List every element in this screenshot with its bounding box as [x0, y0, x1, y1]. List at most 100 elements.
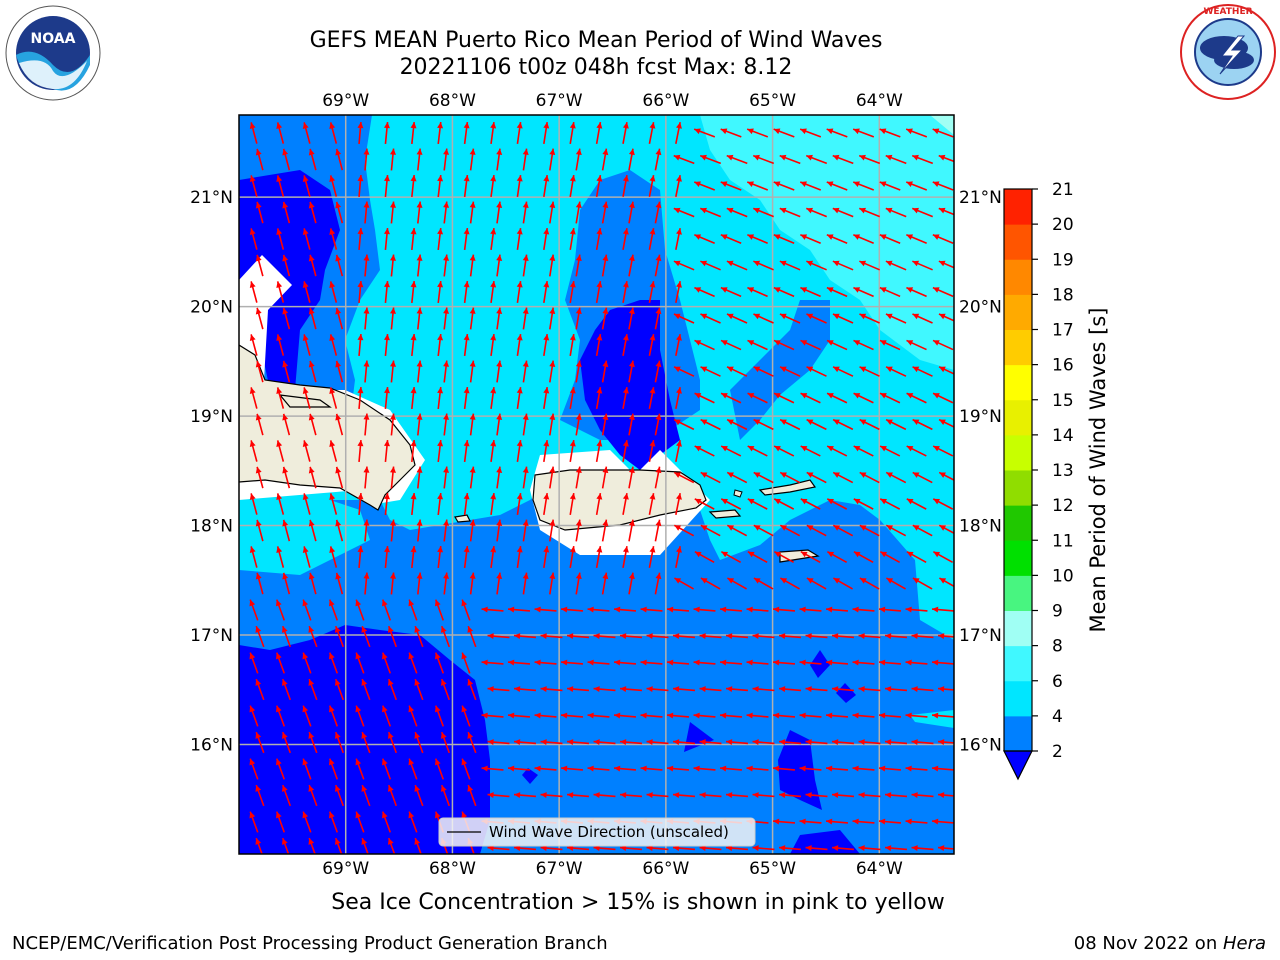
wave-direction-arrow: [469, 254, 476, 277]
wave-direction-arrow: [249, 811, 259, 833]
footer-date: 08 Nov 2022 on Hera: [1074, 933, 1266, 954]
wave-direction-arrow: [905, 606, 928, 613]
wave-direction-arrow: [628, 148, 635, 171]
wave-direction-arrow: [282, 254, 291, 277]
wave-direction-arrow: [308, 837, 316, 854]
wave-direction-arrow: [507, 659, 531, 666]
wave-direction-arrow: [282, 413, 291, 436]
wave-direction-arrow: [720, 286, 742, 298]
wave-direction-arrow: [700, 577, 721, 590]
wave-direction-arrow: [575, 148, 582, 171]
wave-direction-arrow: [575, 519, 582, 542]
wave-direction-arrow: [640, 712, 663, 719]
wave-direction-arrow: [276, 122, 285, 144]
wave-direction-arrow: [700, 260, 721, 271]
wave-direction-arrow: [879, 550, 901, 564]
wave-direction-arrow: [727, 577, 747, 590]
wave-direction-arrow: [566, 845, 590, 852]
map-legend: Wind Wave Direction (unscaled): [438, 817, 756, 847]
wave-direction-arrow: [383, 386, 390, 410]
wave-direction-arrow: [357, 545, 364, 569]
wave-direction-arrow: [249, 493, 258, 515]
wave-direction-arrow: [833, 577, 853, 590]
wave-direction-arrow: [302, 705, 312, 727]
wave-direction-arrow: [534, 606, 557, 613]
wave-direction-arrow: [700, 366, 721, 377]
wave-direction-arrow: [302, 493, 311, 515]
wave-direction-arrow: [937, 739, 954, 746]
colorbar-tick-label: 13: [1052, 461, 1074, 481]
wave-direction-arrow: [443, 413, 450, 436]
wave-direction-arrow: [906, 445, 927, 457]
wave-direction-arrow: [779, 471, 801, 484]
wave-direction-arrow: [363, 148, 370, 171]
wave-direction-arrow: [463, 545, 470, 569]
wave-direction-arrow: [487, 686, 510, 693]
wave-direction-arrow: [416, 148, 423, 171]
wave-direction-arrow: [878, 765, 902, 772]
wave-direction-arrow: [675, 387, 682, 409]
wave-direction-arrow: [490, 492, 497, 516]
wave-direction-arrow: [806, 524, 827, 537]
wave-direction-arrow: [587, 606, 610, 613]
colorbar-tick-label: 17: [1052, 321, 1074, 341]
wave-direction-arrow: [805, 207, 828, 218]
wave-direction-arrow: [434, 758, 445, 780]
wave-direction-arrow: [673, 524, 695, 537]
wave-direction-arrow: [752, 792, 775, 799]
wave-direction-arrow: [276, 281, 285, 303]
wave-direction-arrow: [490, 333, 497, 357]
wave-direction-arrow: [905, 181, 928, 191]
wave-direction-arrow: [361, 625, 371, 648]
wave-direction-arrow: [440, 731, 451, 754]
wave-direction-arrow: [885, 418, 907, 431]
wave-direction-arrow: [383, 545, 390, 569]
wave-direction-arrow: [335, 572, 344, 595]
colorbar-bin: [1004, 399, 1032, 436]
wave-direction-arrow: [513, 792, 537, 799]
wave-direction-arrow: [859, 418, 880, 431]
wave-direction-arrow: [912, 577, 933, 590]
colorbar-bin: [1004, 610, 1032, 647]
lon-tick-label-bottom: 68°W: [429, 859, 476, 879]
wave-direction-arrow: [693, 181, 716, 191]
lon-tick-label-bottom: 65°W: [749, 859, 796, 879]
wave-direction-arrow: [666, 765, 690, 772]
wave-direction-arrow: [726, 207, 748, 218]
wave-direction-arrow: [302, 228, 311, 250]
wave-direction-arrow: [469, 148, 476, 171]
wave-direction-arrow: [516, 386, 523, 410]
wave-direction-arrow: [490, 121, 497, 145]
wave-direction-arrow: [725, 845, 749, 852]
wave-direction-arrow: [779, 313, 801, 324]
wave-direction-arrow: [640, 765, 663, 772]
wave-direction-arrow: [487, 633, 510, 640]
wave-direction-arrow: [569, 228, 576, 250]
wave-direction-arrow: [719, 606, 743, 613]
colorbar-bin: [1004, 715, 1032, 752]
wave-direction-arrow: [490, 545, 497, 569]
wave-direction-arrow: [575, 201, 582, 224]
wave-direction-arrow: [255, 466, 264, 489]
wave-direction-arrow: [381, 758, 392, 780]
wave-direction-arrow: [654, 572, 662, 595]
wave-direction-arrow: [469, 307, 476, 330]
wave-direction-arrow: [937, 686, 954, 693]
wave-direction-arrow: [543, 440, 550, 462]
wave-direction-arrow: [779, 154, 801, 165]
wave-direction-arrow: [328, 705, 339, 727]
wave-direction-arrow: [613, 659, 637, 666]
wave-direction-arrow: [852, 181, 875, 191]
wave-direction-arrow: [329, 334, 338, 356]
wave-direction-arrow: [622, 546, 629, 568]
wave-direction-arrow: [938, 418, 954, 428]
wave-direction-arrow: [799, 128, 822, 138]
wave-direction-arrow: [832, 207, 854, 218]
wave-direction-arrow: [437, 121, 444, 145]
wave-direction-arrow: [622, 228, 629, 250]
wave-direction-arrow: [654, 307, 662, 330]
wave-direction-arrow: [469, 572, 476, 595]
wave-direction-arrow: [675, 493, 682, 515]
wave-direction-arrow: [255, 307, 264, 330]
wave-direction-arrow: [387, 625, 398, 648]
